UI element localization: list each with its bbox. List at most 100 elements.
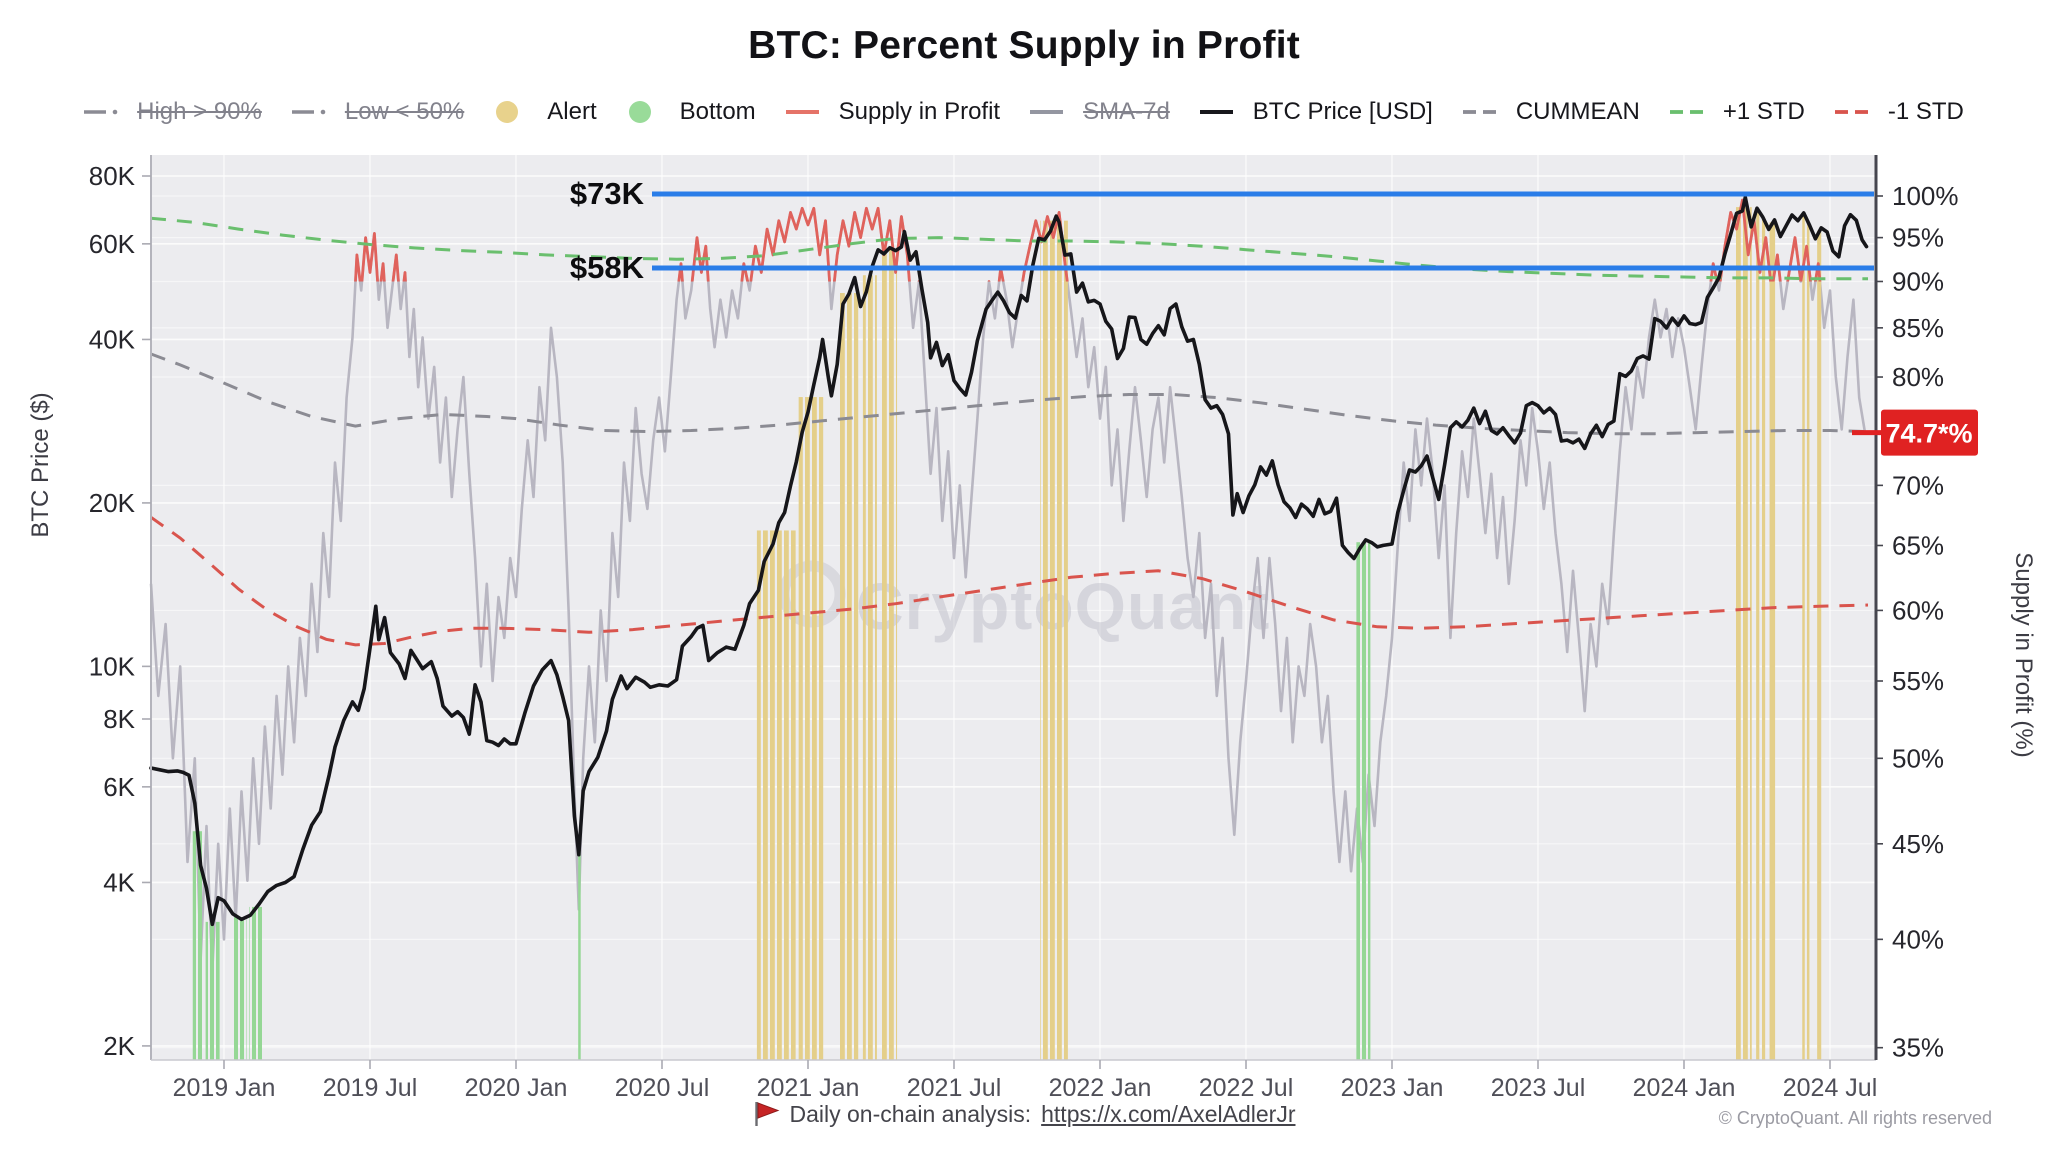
supply-in-profit-line <box>149 198 1867 972</box>
legend-item-1-std[interactable]: -1 STD <box>1834 98 1964 125</box>
alert-band <box>756 530 796 1060</box>
right-axis-tick: 65% <box>1892 530 1944 560</box>
left-axis-tick: 20K <box>89 488 136 518</box>
footer-link[interactable]: https://x.com/AxelAdlerJr <box>1041 1100 1296 1127</box>
legend-item-1-std[interactable]: +1 STD <box>1669 98 1805 125</box>
right-axis-tick: 70% <box>1892 470 1944 500</box>
btc-price-usd-swatch-icon <box>1199 110 1233 114</box>
1-std-swatch-icon <box>1669 110 1703 114</box>
legend-item-cummean[interactable]: CUMMEAN <box>1462 98 1640 125</box>
btc-price-line <box>149 195 1869 927</box>
alert-band <box>1817 230 1822 1060</box>
sma-7d-swatch-icon <box>1030 110 1064 114</box>
alert-band <box>839 293 859 1060</box>
legend-item-alert[interactable]: Alert <box>494 98 597 125</box>
right-axis-tick: 95% <box>1892 223 1944 253</box>
alert-band <box>798 397 824 1061</box>
alert-band <box>1806 221 1810 1060</box>
bottom-band <box>192 831 203 1060</box>
page-title: BTC: Percent Supply in Profit <box>748 24 1300 67</box>
legend-item-label: -1 STD <box>1887 98 1964 125</box>
legend-item-label: High > 90% <box>137 98 262 125</box>
bottom-axis-tick: 2023 Jul <box>1491 1074 1586 1102</box>
alert-band <box>1040 220 1068 1060</box>
footer-note-text: Daily on-chain analysis: <box>789 1100 1032 1127</box>
high-90-swatch-icon <box>84 109 118 115</box>
bottom-axis-tick: 2020 Jul <box>615 1074 710 1102</box>
alert-band <box>1734 207 1752 1060</box>
price-level-label: $58K <box>570 250 645 285</box>
right-axis-tick: 55% <box>1892 666 1944 696</box>
legend-item-btc-price-usd[interactable]: BTC Price [USD] <box>1199 98 1433 125</box>
legend-item-label: BTC Price [USD] <box>1252 98 1433 125</box>
legend-item-label: SMA-7d <box>1083 98 1170 125</box>
price-level-label: $73K <box>570 176 645 211</box>
legend-item-label: +1 STD <box>1722 98 1805 125</box>
legend-item-label: Bottom <box>679 98 756 125</box>
right-axis-tick: 80% <box>1892 362 1944 392</box>
low-50-swatch-icon <box>291 109 326 115</box>
alert-band <box>1769 222 1776 1060</box>
right-axis-tick: 60% <box>1892 595 1944 625</box>
bottom-axis-tick: 2024 Jan <box>1633 1074 1736 1102</box>
plot-area <box>151 155 1876 1060</box>
alert-band <box>1756 208 1760 1060</box>
bottom-axis-tick: 2019 Jan <box>173 1074 276 1102</box>
cummean-swatch-icon <box>1462 110 1496 114</box>
footer-note: Daily on-chain analysis: https://x.com/A… <box>0 1100 2048 1128</box>
plus1std-line <box>150 216 1868 281</box>
right-axis-tick: 40% <box>1892 924 1944 954</box>
bottom-axis-tick: 2021 Jan <box>757 1074 860 1102</box>
legend-item-label: Supply in Profit <box>838 98 1001 125</box>
legend-item-supply-in-profit[interactable]: Supply in Profit <box>785 98 1001 125</box>
right-axis-tick: 45% <box>1892 829 1944 859</box>
minus1std-line <box>150 516 1869 647</box>
right-axis-tick: 85% <box>1892 313 1944 343</box>
bottom-axis-tick: 2024 Jul <box>1783 1074 1878 1102</box>
bottom-band <box>249 906 263 1060</box>
legend-item-low-50[interactable]: Low < 50% <box>291 98 465 125</box>
bottom-axis-tick: 2020 Jan <box>465 1074 568 1102</box>
legend-item-label: CUMMEAN <box>1515 98 1640 125</box>
alert-band <box>862 275 877 1060</box>
red-pennant-icon <box>754 1102 779 1126</box>
1-std-swatch-icon <box>1834 110 1868 114</box>
bottom-axis-tick: 2019 Jul <box>323 1074 418 1102</box>
alert-band <box>881 247 898 1060</box>
alert-band <box>1802 212 1805 1060</box>
bottom-axis-tick: 2022 Jan <box>1049 1074 1152 1102</box>
legend-item-bottom[interactable]: Bottom <box>627 100 756 124</box>
left-axis-tick: 10K <box>89 651 136 681</box>
alert-swatch-icon <box>496 101 519 123</box>
bottom-band <box>578 844 581 1060</box>
right-axis-tick: 100% <box>1892 181 1959 211</box>
alert-band <box>1761 217 1766 1060</box>
current-value-badge: 74.7*% <box>1852 409 1978 456</box>
bottom-axis-tick: 2021 Jul <box>907 1074 1002 1102</box>
bottom-band <box>205 921 220 1060</box>
right-axis-title: Supply in Profit (%) <box>2010 552 2037 757</box>
legend-item-label: Low < 50% <box>344 98 465 125</box>
bottom-band <box>1356 542 1371 1060</box>
legend-item-label: Alert <box>547 98 597 125</box>
supply-in-profit-swatch-icon <box>785 110 819 114</box>
axis-labels: 80K 60K 40K 20K 10K 8K 6K 4K 2K 100% 95% 90% 85% 80% 7… <box>89 161 1959 1102</box>
left-axis-tick: 80K <box>89 161 136 191</box>
right-axis-tick: 90% <box>1892 266 1944 296</box>
legend: High > 90% Low < 50% Alert Bottom Supply in … <box>0 100 2048 124</box>
left-axis-tick: 2K <box>103 1031 135 1061</box>
left-axis-title: BTC Price ($) <box>27 392 54 537</box>
copyright: © CryptoQuant. All rights reserved <box>1718 1108 1992 1128</box>
bottom-band <box>232 917 247 1060</box>
left-axis-tick: 4K <box>103 867 135 897</box>
right-axis-tick: 35% <box>1892 1033 1944 1063</box>
bottom-axis-tick: 2022 Jul <box>1199 1074 1294 1102</box>
bottom-swatch-icon <box>628 101 651 123</box>
legend-item-high-90[interactable]: High > 90% <box>84 100 262 124</box>
legend-item-sma-7d[interactable]: SMA-7d <box>1030 100 1170 124</box>
right-axis-tick: 50% <box>1892 743 1944 773</box>
cummean-line <box>150 352 1869 436</box>
left-axis-tick: 40K <box>89 324 136 354</box>
